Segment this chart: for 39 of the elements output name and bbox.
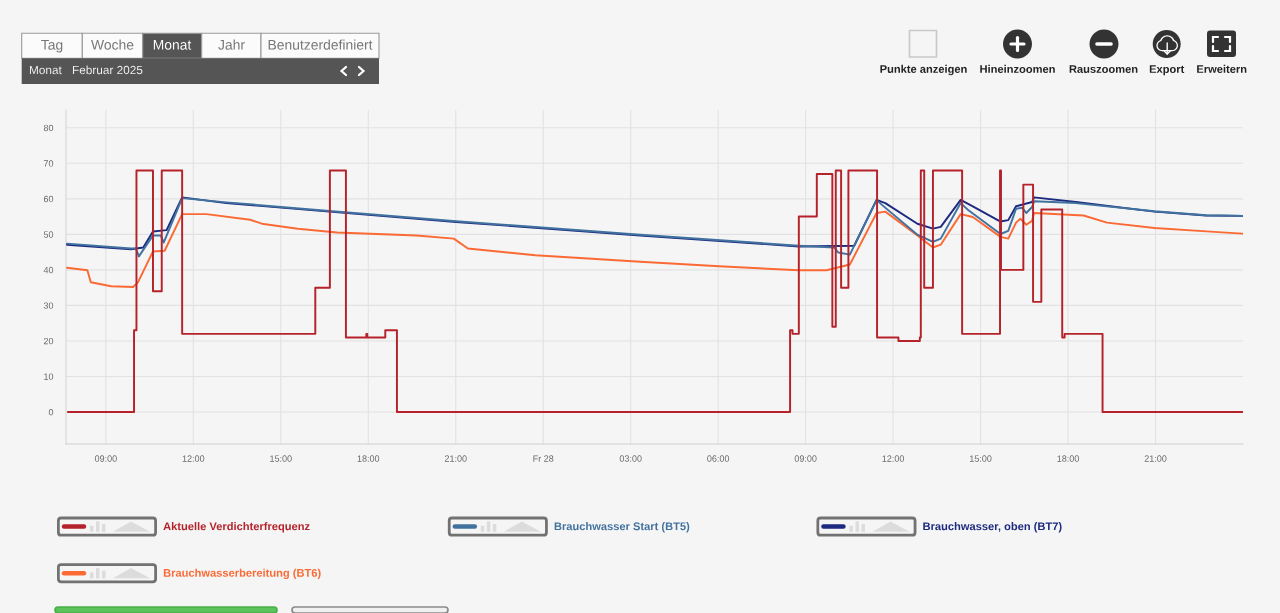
- text: Monat: [29, 65, 62, 75]
- text: Monat: [153, 40, 192, 50]
- y-tick-label: 20: [43, 337, 54, 345]
- text: Brauchwasserbereitung (BT6): [163, 568, 321, 580]
- text: Aktuelle Verdichterfrequenz: [163, 522, 310, 533]
- x-tick-label: 06:00: [707, 455, 730, 462]
- y-tick-label: 80: [43, 124, 54, 132]
- text: Hineinzoomen: [980, 64, 1055, 73]
- text: Jahr: [218, 39, 245, 50]
- text: Tag: [41, 40, 63, 53]
- x-tick-label: 15:00: [969, 455, 992, 462]
- x-tick-label: 12:00: [882, 455, 905, 462]
- x-tick-label: 21:00: [1144, 455, 1167, 462]
- x-tick-label: 18:00: [1057, 455, 1079, 462]
- text: Brauchwasser Start (BT5): [554, 522, 690, 533]
- y-tick-label: 10: [44, 373, 54, 380]
- x-tick-label: 12:00: [182, 455, 205, 462]
- text: Februar 2025: [72, 65, 143, 75]
- text: Benutzerdefiniert: [268, 39, 373, 50]
- x-tick-label: 18:00: [357, 455, 380, 462]
- x-tick-label: 15:00: [270, 455, 292, 462]
- y-tick-label: 0: [48, 408, 54, 416]
- y-tick-label: 40: [43, 266, 54, 274]
- y-tick-label: 70: [43, 160, 54, 167]
- text: Erweitern: [1197, 64, 1247, 73]
- text: Punkte anzeigen: [880, 64, 967, 76]
- y-tick-label: 60: [43, 195, 54, 203]
- x-tick-label: 09:00: [794, 455, 817, 462]
- x-tick-label: Fr 28: [533, 455, 554, 462]
- x-tick-label: 21:00: [444, 455, 467, 462]
- text: Export: [1149, 65, 1185, 76]
- text: Brauchwasser, oben (BT7): [923, 522, 1062, 533]
- line-series: [66, 210, 1243, 288]
- x-tick-label: 09:00: [94, 455, 117, 462]
- x-tick-label: 03:00: [619, 455, 642, 462]
- y-tick-label: 30: [43, 302, 54, 309]
- text: Woche: [91, 39, 134, 50]
- text: Rauszoomen: [1069, 65, 1138, 73]
- y-tick-label: 50: [43, 231, 54, 238]
